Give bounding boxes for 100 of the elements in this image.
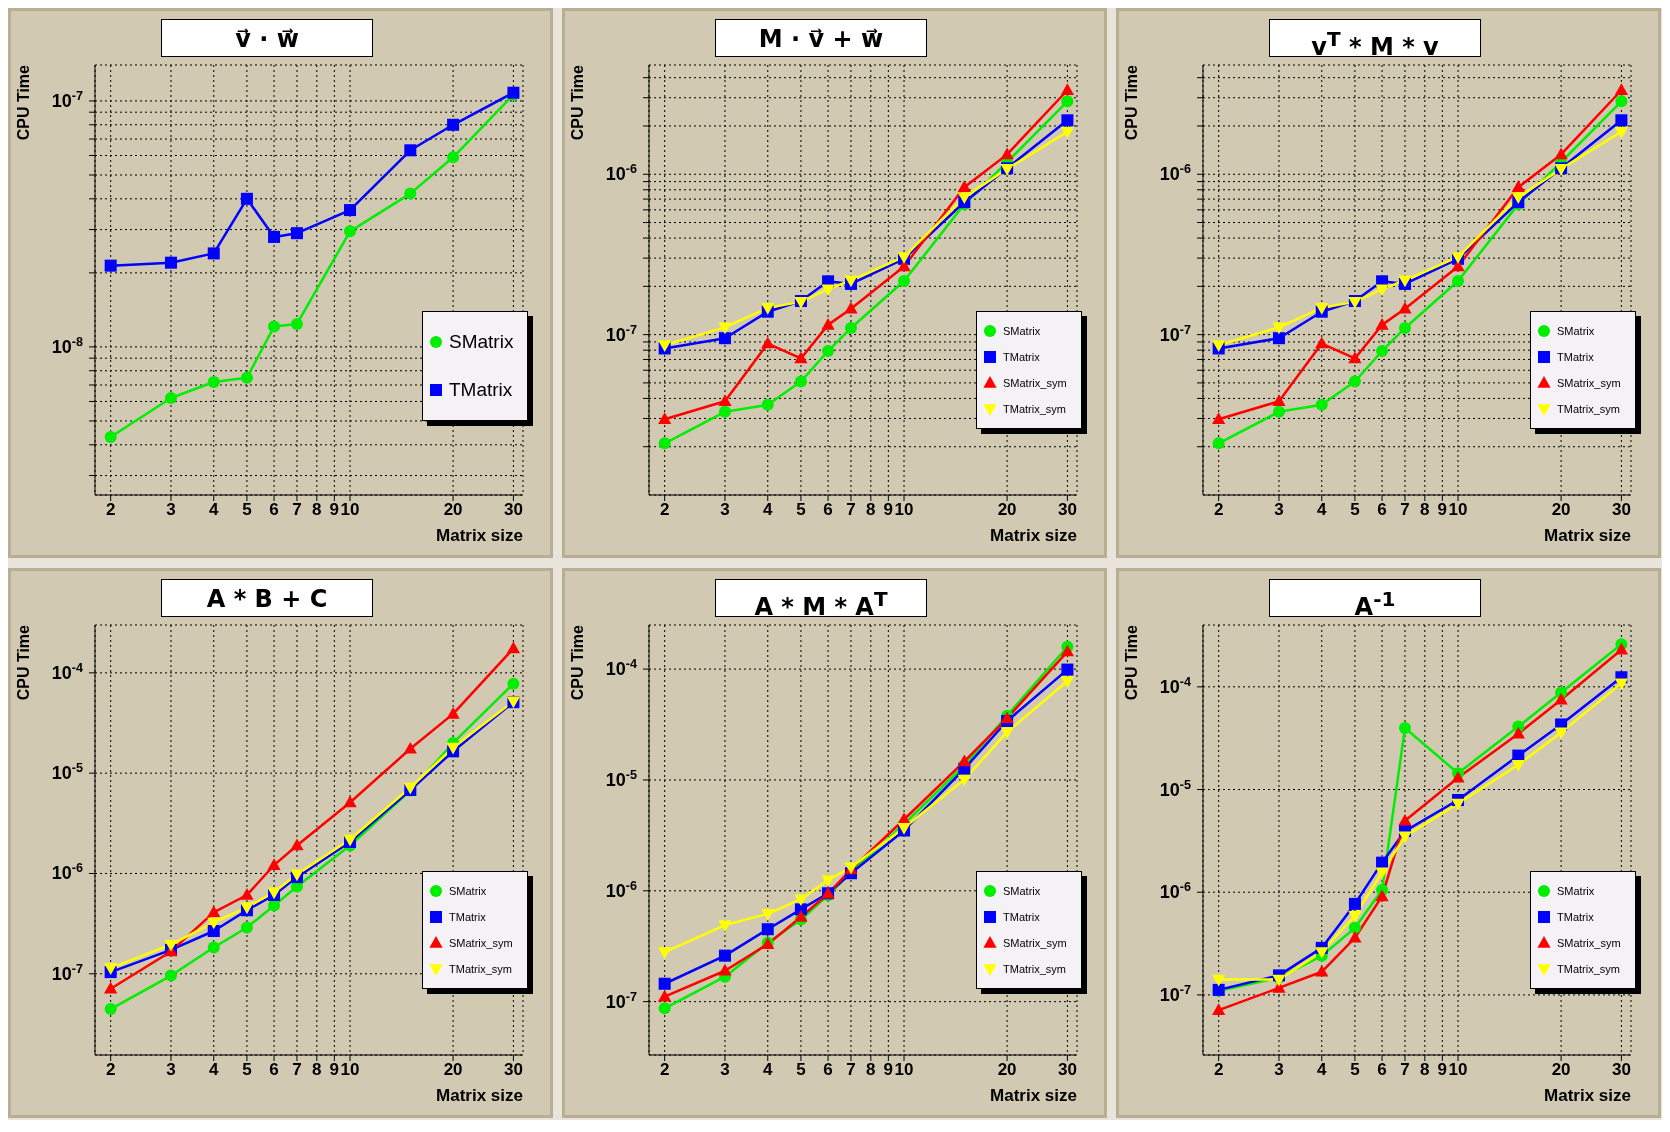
x-tick-label: 6 [1377, 500, 1387, 520]
x-axis-title: Matrix size [990, 526, 1077, 545]
x-tick-label: 8 [1420, 1060, 1430, 1080]
x-tick-label: 8 [866, 1060, 876, 1080]
x-tick-label: 30 [503, 500, 523, 520]
chart-title: M · v⃗ + w⃗ [715, 19, 927, 57]
legend-label: TMatrix [1003, 911, 1040, 923]
y-tick-label: 10$^{-5}$ [51, 761, 83, 784]
x-tick-label: 4 [763, 1060, 774, 1080]
x-tick-label: 9 [883, 1060, 894, 1080]
x-tick-label: 5 [1350, 500, 1360, 520]
y-axis-title: CPU Time [1123, 64, 1140, 141]
x-tick-label: 30 [1057, 500, 1077, 520]
y-tick-label: 10$^{-7}$ [51, 88, 83, 111]
x-axis-title: Matrix size [990, 1086, 1077, 1105]
x-tick-label: 8 [866, 500, 876, 520]
y-tick-label: 10$^{-4}$ [1159, 674, 1191, 697]
legend-label: SMatrix_sym [1557, 377, 1621, 389]
x-tick-label: 7 [846, 1060, 856, 1080]
x-tick-label: 5 [796, 1060, 806, 1080]
y-tick-label: 10$^{-5}$ [605, 767, 637, 790]
legend-label: SMatrix_sym [1557, 937, 1621, 949]
x-tick-label: 2 [105, 500, 116, 520]
chart-title: A * B + C [161, 579, 373, 617]
chart-title: v⃗ · w⃗ [161, 19, 373, 57]
legend-label: TMatrix_sym [449, 963, 512, 975]
y-axis-title: CPU Time [569, 64, 586, 141]
x-tick-label: 30 [1611, 500, 1631, 520]
legend-label: TMatrix [449, 379, 513, 401]
legend-label: TMatrix [1557, 911, 1594, 923]
x-tick-label: 30 [1611, 1060, 1631, 1080]
x-tick-label: 6 [269, 500, 279, 520]
legend-label: SMatrix [1003, 325, 1041, 337]
x-tick-label: 6 [1377, 1060, 1387, 1080]
x-axis-title: Matrix size [436, 1086, 523, 1105]
x-tick-label: 7 [292, 1060, 302, 1080]
x-tick-label: 10 [340, 1060, 360, 1080]
x-tick-label: 5 [242, 1060, 252, 1080]
legend-label: SMatrix_sym [1003, 937, 1067, 949]
legend-label: TMatrix_sym [1557, 403, 1620, 415]
x-tick-label: 8 [1420, 500, 1430, 520]
chart-title: v$^{T}$ * M * v [1310, 26, 1440, 61]
x-tick-label: 4 [209, 1060, 220, 1080]
y-tick-label: 10$^{-7}$ [51, 961, 83, 984]
y-tick-label: 10$^{-6}$ [1159, 880, 1191, 903]
legend-label: TMatrix_sym [1003, 963, 1066, 975]
x-tick-label: 10 [894, 500, 914, 520]
y-tick-label: 10$^{-6}$ [605, 162, 637, 185]
legend-label: SMatrix [449, 885, 487, 897]
x-tick-label: 5 [796, 500, 806, 520]
x-tick-label: 2 [1213, 500, 1224, 520]
y-axis-title: CPU Time [15, 64, 32, 141]
legend-label: TMatrix_sym [1557, 963, 1620, 975]
legend-label: SMatrix [1003, 885, 1041, 897]
x-tick-label: 7 [1400, 500, 1410, 520]
x-tick-label: 3 [166, 1060, 176, 1080]
x-tick-label: 2 [659, 1060, 670, 1080]
y-axis-title: CPU Time [569, 624, 586, 701]
legend-label: SMatrix [1557, 885, 1595, 897]
y-tick-label: 10$^{-7}$ [1159, 982, 1191, 1005]
y-tick-label: 10$^{-7}$ [605, 989, 637, 1012]
x-tick-label: 10 [1448, 500, 1468, 520]
x-tick-label: 4 [1317, 500, 1328, 520]
x-tick-label: 6 [823, 1060, 833, 1080]
x-tick-label: 9 [329, 500, 340, 520]
x-tick-label: 3 [1274, 500, 1284, 520]
x-tick-label: 8 [312, 1060, 322, 1080]
legend-label: TMatrix [1557, 351, 1594, 363]
x-tick-label: 10 [1448, 1060, 1468, 1080]
x-tick-label: 4 [209, 500, 220, 520]
x-axis-title: Matrix size [1544, 1086, 1631, 1105]
x-tick-label: 10 [894, 1060, 914, 1080]
y-tick-label: 10$^{-5}$ [1159, 777, 1191, 800]
x-tick-label: 20 [997, 1060, 1017, 1080]
y-axis-title: CPU Time [1123, 624, 1140, 701]
chart-title: A * M * A$^{T}$ [753, 586, 889, 621]
y-tick-label: 10$^{-7}$ [605, 322, 637, 345]
y-tick-label: 10$^{-4}$ [605, 657, 637, 680]
x-tick-label: 20 [1551, 1060, 1571, 1080]
y-tick-label: 10$^{-6}$ [51, 861, 83, 884]
y-tick-label: 10$^{-6}$ [605, 878, 637, 901]
x-tick-label: 3 [720, 500, 730, 520]
legend-label: SMatrix_sym [1003, 377, 1067, 389]
x-tick-label: 7 [846, 500, 856, 520]
legend-label: TMatrix_sym [1003, 403, 1066, 415]
x-tick-label: 30 [503, 1060, 523, 1080]
y-tick-label: 10$^{-6}$ [1159, 162, 1191, 185]
x-tick-label: 20 [443, 1060, 463, 1080]
x-tick-label: 4 [1317, 1060, 1328, 1080]
y-tick-label: 10$^{-7}$ [1159, 322, 1191, 345]
legend-label: SMatrix [449, 331, 514, 353]
x-tick-label: 2 [659, 500, 670, 520]
x-tick-label: 5 [1350, 1060, 1360, 1080]
x-tick-label: 4 [763, 500, 774, 520]
x-axis-title: Matrix size [436, 526, 523, 545]
y-tick-label: 10$^{-8}$ [51, 334, 83, 357]
chart-title: A$^{-1}$ [1353, 586, 1397, 621]
x-tick-label: 2 [105, 1060, 116, 1080]
legend-label: SMatrix [1557, 325, 1595, 337]
x-tick-label: 2 [1213, 1060, 1224, 1080]
